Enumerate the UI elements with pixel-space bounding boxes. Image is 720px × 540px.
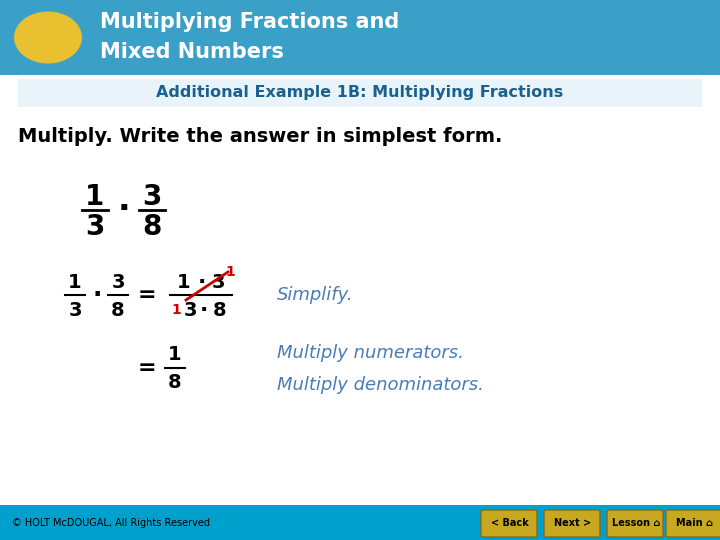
Text: =: = — [138, 285, 156, 305]
Text: 1: 1 — [171, 303, 181, 317]
Text: 3: 3 — [112, 273, 125, 292]
FancyBboxPatch shape — [481, 510, 537, 537]
Text: 8: 8 — [143, 213, 162, 241]
Text: 8: 8 — [111, 300, 125, 320]
Text: 3: 3 — [68, 300, 82, 320]
Text: 1: 1 — [68, 273, 82, 292]
Text: 8: 8 — [213, 300, 227, 320]
Text: Main ⌂: Main ⌂ — [677, 517, 714, 528]
FancyBboxPatch shape — [0, 0, 720, 75]
Text: 3: 3 — [184, 300, 197, 320]
FancyBboxPatch shape — [544, 510, 600, 537]
FancyBboxPatch shape — [0, 505, 720, 540]
Text: 3: 3 — [143, 183, 162, 211]
Text: =: = — [138, 358, 156, 378]
Text: 1: 1 — [177, 273, 191, 292]
Text: Lesson ⌂: Lesson ⌂ — [612, 517, 660, 528]
Text: 3: 3 — [211, 273, 225, 292]
Text: ·: · — [117, 193, 130, 226]
Text: Next >: Next > — [554, 517, 592, 528]
Text: Additional Example 1B: Multiplying Fractions: Additional Example 1B: Multiplying Fract… — [156, 85, 564, 100]
Text: Multiply denominators.: Multiply denominators. — [277, 376, 484, 394]
Text: Mixed Numbers: Mixed Numbers — [100, 42, 284, 62]
Text: 1: 1 — [86, 183, 104, 211]
Text: Multiply numerators.: Multiply numerators. — [277, 344, 464, 362]
Text: Multiply. Write the answer in simplest form.: Multiply. Write the answer in simplest f… — [18, 127, 503, 146]
FancyBboxPatch shape — [18, 79, 702, 107]
Text: ·: · — [92, 283, 102, 307]
Text: Multiplying Fractions and: Multiplying Fractions and — [100, 12, 400, 32]
Text: 3: 3 — [85, 213, 104, 241]
Text: Simplify.: Simplify. — [277, 286, 354, 304]
Text: ·: · — [200, 300, 208, 320]
FancyBboxPatch shape — [607, 510, 663, 537]
Text: < Back: < Back — [491, 517, 529, 528]
Text: 8: 8 — [168, 374, 182, 393]
Text: 1: 1 — [168, 346, 182, 365]
FancyBboxPatch shape — [666, 510, 720, 537]
Text: 1: 1 — [225, 265, 235, 279]
Ellipse shape — [14, 11, 82, 64]
Text: ·: · — [198, 272, 206, 292]
Text: © HOLT McDOUGAL, All Rights Reserved: © HOLT McDOUGAL, All Rights Reserved — [12, 517, 210, 528]
